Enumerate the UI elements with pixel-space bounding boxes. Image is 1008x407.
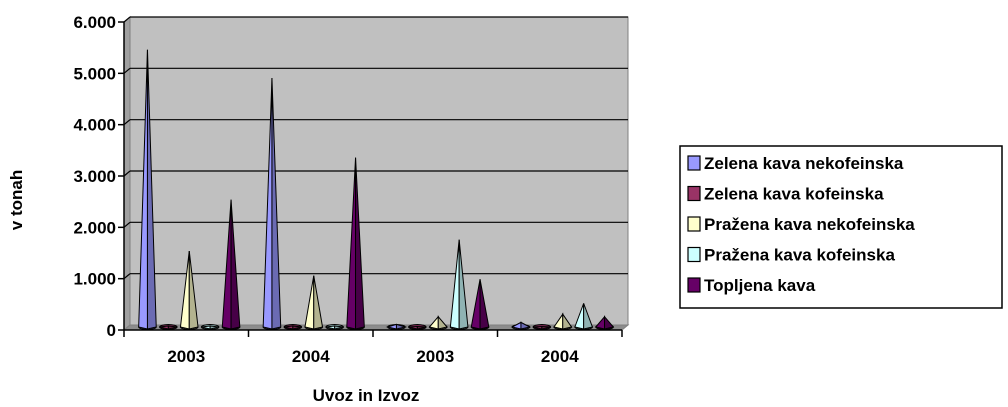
x-tick-label: 2004 bbox=[541, 347, 579, 366]
cone-shadow bbox=[520, 321, 532, 330]
cone bbox=[553, 312, 573, 330]
plot-area bbox=[122, 15, 630, 332]
x-tick-label: 2003 bbox=[167, 347, 205, 366]
legend-label: Topljena kava bbox=[704, 276, 816, 295]
cone bbox=[408, 324, 427, 330]
cone-shadow bbox=[230, 199, 241, 330]
gridline-side bbox=[123, 67, 131, 74]
gridline-side bbox=[123, 16, 131, 23]
cone-shadow bbox=[334, 325, 344, 330]
cone-shadow bbox=[458, 239, 469, 330]
cone-shadow bbox=[541, 325, 551, 330]
legend-label: Pražena kava kofeinska bbox=[704, 246, 895, 265]
cone-shadow bbox=[583, 303, 594, 330]
gridline-side bbox=[123, 273, 131, 280]
y-axis-ticks: 0 1.000 2.000 3.000 4.000 5.000 6.000 bbox=[73, 13, 125, 340]
legend-swatch bbox=[687, 246, 701, 263]
cone bbox=[449, 239, 469, 330]
cone-shadow bbox=[146, 49, 157, 330]
cone-shadow bbox=[209, 325, 220, 330]
x-axis-title: Uvoz in Izvoz bbox=[313, 386, 420, 405]
gridline-side bbox=[123, 170, 131, 177]
legend-label: Zelena kava nekofeinska bbox=[704, 154, 904, 173]
cone bbox=[594, 315, 615, 330]
cone-shadow bbox=[188, 250, 199, 330]
legend-swatch bbox=[687, 216, 701, 232]
legend-swatch bbox=[687, 155, 701, 171]
x-tick-label: 2003 bbox=[416, 347, 454, 366]
cone bbox=[159, 324, 178, 330]
y-tick-label: 1.000 bbox=[73, 270, 116, 289]
cone-shadow bbox=[313, 275, 324, 330]
cone bbox=[532, 324, 552, 330]
x-axis-ticks: 2003 2004 2003 2004 bbox=[123, 329, 623, 366]
cone-shadow bbox=[292, 325, 302, 330]
gridline-side bbox=[123, 221, 131, 228]
cone bbox=[574, 303, 594, 330]
legend-label: Zelena kava kofeinska bbox=[704, 185, 884, 204]
cone bbox=[470, 279, 490, 330]
chart-cones bbox=[138, 49, 615, 330]
cone-shadow bbox=[562, 312, 573, 330]
cone bbox=[262, 78, 282, 330]
legend-swatch bbox=[687, 185, 701, 202]
y-tick-label: 0 bbox=[107, 321, 116, 340]
cone bbox=[138, 49, 157, 330]
cone-shadow bbox=[271, 78, 282, 330]
y-tick-label: 5.000 bbox=[73, 64, 116, 83]
y-axis-title: v tonah bbox=[7, 170, 26, 230]
y-tick-label: 2.000 bbox=[73, 218, 116, 237]
cone bbox=[200, 324, 220, 330]
cone bbox=[385, 323, 408, 330]
cone bbox=[179, 250, 199, 330]
y-tick-label: 3.000 bbox=[73, 167, 116, 186]
cone-shadow bbox=[479, 279, 490, 330]
cone bbox=[325, 324, 344, 330]
y-tick-label: 4.000 bbox=[73, 116, 116, 135]
y-tick-label: 6.000 bbox=[73, 13, 116, 32]
x-tick-label: 2004 bbox=[292, 347, 330, 366]
cone-shadow bbox=[437, 315, 448, 330]
cone bbox=[428, 315, 448, 330]
cone bbox=[346, 157, 365, 330]
cone bbox=[221, 199, 241, 330]
cone bbox=[510, 321, 532, 330]
legend: Zelena kava nekofeinska Zelena kava kofei… bbox=[679, 145, 1003, 309]
cone bbox=[283, 324, 303, 330]
legend-box bbox=[679, 145, 1003, 309]
cone-shadow bbox=[416, 325, 427, 330]
cone-shadow bbox=[395, 323, 408, 330]
legend-label: Pražena kava nekofeinska bbox=[704, 215, 915, 234]
gridline-side bbox=[123, 119, 131, 126]
cone bbox=[304, 275, 324, 330]
legend-swatch bbox=[687, 277, 701, 293]
cone-shadow bbox=[355, 157, 365, 330]
cone-shadow bbox=[167, 325, 178, 330]
cone-shadow bbox=[604, 315, 615, 330]
